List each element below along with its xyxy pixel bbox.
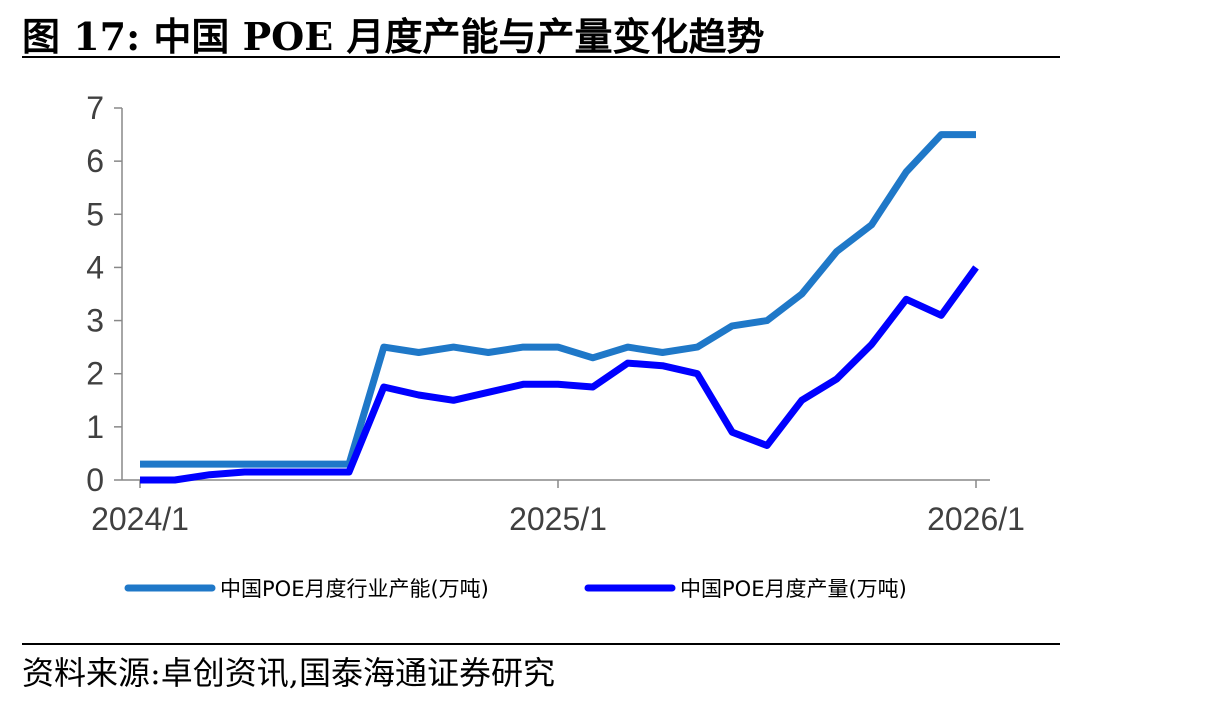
x-tick-label: 2024/1 bbox=[91, 501, 189, 537]
y-tick-label: 0 bbox=[86, 462, 104, 498]
x-tick-label: 2025/1 bbox=[509, 501, 607, 537]
title-rule bbox=[22, 56, 1060, 58]
x-tick-label: 2026/1 bbox=[927, 501, 1025, 537]
y-tick-label: 4 bbox=[86, 249, 104, 285]
y-tick-label: 7 bbox=[86, 90, 104, 126]
series-line-2 bbox=[140, 265, 979, 484]
y-tick-label: 3 bbox=[86, 303, 104, 339]
line-chart: 0 1 2 3 4 5 6 7 2024/1 2025/1 2026/1 中国POE月度行业产能(万… bbox=[86, 90, 1025, 601]
source-note: 资料来源:卓创资讯,国泰海通证券研究 bbox=[22, 654, 555, 692]
legend-label-1: 中国POE月度行业产能(万吨) bbox=[220, 577, 489, 601]
y-tick-label: 1 bbox=[86, 409, 104, 445]
y-tick-label: 2 bbox=[86, 356, 104, 392]
legend-label-2: 中国POE月度产量(万吨) bbox=[680, 577, 907, 601]
chart-legend: 中国POE月度行业产能(万吨) 中国POE月度产量(万吨) bbox=[124, 577, 907, 601]
chart-axes: 0 1 2 3 4 5 6 7 2024/1 2025/1 2026/1 bbox=[86, 90, 1025, 537]
source-rule bbox=[22, 643, 1060, 645]
series-layer bbox=[140, 131, 979, 484]
y-tick-label: 6 bbox=[86, 143, 104, 179]
y-tick-label: 5 bbox=[86, 196, 104, 232]
figure-title: 图 17: 中国 POE 月度产能与产量变化趋势 bbox=[22, 14, 765, 59]
series-line-1 bbox=[140, 131, 976, 468]
